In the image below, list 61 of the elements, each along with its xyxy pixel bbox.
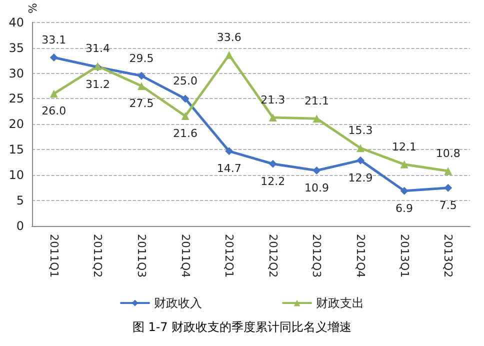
point xyxy=(138,72,146,80)
data-label: 12.2 xyxy=(260,174,286,188)
point xyxy=(50,53,58,62)
data-label: 25.0 xyxy=(173,74,198,88)
point xyxy=(181,94,190,103)
x-tick-label: 2012Q1 xyxy=(222,234,236,278)
point xyxy=(400,160,408,168)
point xyxy=(268,160,277,168)
y-tick-label: 10 xyxy=(8,168,24,182)
point xyxy=(225,50,234,59)
x-tick-label: 2011Q3 xyxy=(135,234,148,278)
point xyxy=(138,82,146,90)
y-tick-label: 0 xyxy=(16,219,24,233)
data-label: 29.5 xyxy=(129,52,154,65)
y-tick-label: 35 xyxy=(8,40,24,55)
data-label: 31.4 xyxy=(85,42,110,56)
data-label: 33.1 xyxy=(42,33,66,46)
data-label: 10.8 xyxy=(436,147,460,160)
y-tick-label: 20 xyxy=(8,117,24,132)
text: 图 1-7 财政收支的季度累计同比名义增速 xyxy=(132,320,352,334)
point xyxy=(225,147,234,156)
x-tick-label: 2012Q2 xyxy=(266,234,280,278)
data-label: 33.6 xyxy=(216,30,242,44)
data-label: 14.7 xyxy=(216,162,242,176)
legend-label: 财政支出 xyxy=(316,296,364,310)
data-label: 31.2 xyxy=(85,78,110,92)
x-tick-label: 2012Q3 xyxy=(310,234,324,278)
y-tick-label: 30 xyxy=(8,66,24,80)
y-tick-label: 5 xyxy=(16,194,24,208)
point xyxy=(356,144,364,152)
y-axis-title: % xyxy=(26,3,38,14)
point xyxy=(268,114,277,122)
y-tick-label: 40 xyxy=(8,15,24,30)
y-tick-label: 15 xyxy=(8,142,24,157)
point xyxy=(444,184,452,192)
point xyxy=(50,90,58,98)
y-tick-label: 25 xyxy=(8,92,24,106)
data-label: 12.9 xyxy=(348,171,373,184)
data-label: 21.1 xyxy=(304,94,329,108)
point xyxy=(181,112,190,120)
data-label: 7.5 xyxy=(439,198,457,212)
point xyxy=(312,114,321,123)
x-tick-label: 2011Q4 xyxy=(178,234,192,278)
data-label: 10.9 xyxy=(304,182,329,195)
x-tick-label: 2013Q1 xyxy=(398,234,411,278)
data-label: 12.1 xyxy=(392,140,417,154)
data-label: 15.3 xyxy=(348,124,373,138)
point xyxy=(312,166,321,175)
data-label: 6.9 xyxy=(396,202,414,215)
data-label: 26.0 xyxy=(42,104,66,118)
data-label: 21.3 xyxy=(260,94,286,107)
point xyxy=(444,167,452,176)
point xyxy=(356,156,364,164)
x-tick-label: 2012Q4 xyxy=(354,234,367,278)
x-tick-label: 2013Q2 xyxy=(442,234,455,278)
data-label: 21.6 xyxy=(173,127,198,140)
data-label: 27.5 xyxy=(129,96,154,110)
x-tick-label: 2011Q2 xyxy=(91,234,104,278)
legend-label: 财政收入 xyxy=(154,296,202,310)
point xyxy=(400,186,408,195)
x-tick-label: 2011Q1 xyxy=(47,234,60,278)
